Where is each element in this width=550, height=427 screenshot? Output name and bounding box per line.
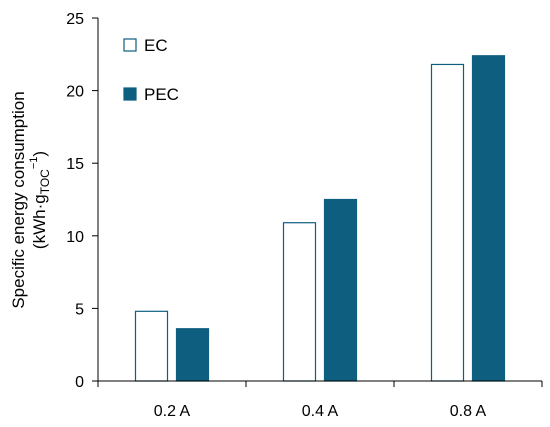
y-axis-title: Specific energy consumption (kWh·gTOC−1) [9, 91, 52, 308]
y-axis-title-sub: TOC [38, 169, 52, 194]
axes-group [97, 18, 542, 382]
bars-group [134, 55, 506, 382]
legend-swatch-ec [123, 38, 137, 52]
x-tick-label: 0.2 A [154, 403, 191, 420]
y-tick-label: 20 [66, 84, 84, 101]
y-tick-label: 15 [66, 156, 84, 173]
y-tick-label: 5 [75, 301, 84, 318]
legend-swatch-pec [123, 87, 137, 101]
x-tick-label: 0.8 A [450, 403, 487, 420]
bar-pec-2 [471, 55, 506, 382]
y-ticks-group: 0 5 10 15 20 25 [66, 11, 98, 391]
x-ticks-group: 0.2 A 0.4 A 0.8 A [97, 381, 543, 420]
bar-pec-1 [323, 198, 358, 382]
y-axis-title-main: (kWh·g [30, 194, 49, 249]
y-tick-label: 10 [66, 229, 84, 246]
bar-ec-2 [430, 63, 465, 382]
y-axis-title-sup: −1 [28, 157, 40, 170]
bar-pec-0 [175, 328, 210, 382]
legend: EC PEC [123, 36, 179, 104]
bar-ec-0 [134, 310, 169, 382]
legend-label-pec: PEC [144, 85, 179, 104]
y-axis-title-line2: (kWh·gTOC−1) [28, 151, 52, 249]
y-axis-title-line1: Specific energy consumption [9, 91, 28, 308]
y-tick-label: 25 [66, 11, 84, 28]
x-tick-label: 0.4 A [302, 403, 339, 420]
y-axis-title-end: ) [30, 151, 49, 157]
legend-label-ec: EC [144, 36, 168, 55]
bar-ec-1 [282, 222, 317, 382]
y-tick-label: 0 [75, 374, 84, 391]
